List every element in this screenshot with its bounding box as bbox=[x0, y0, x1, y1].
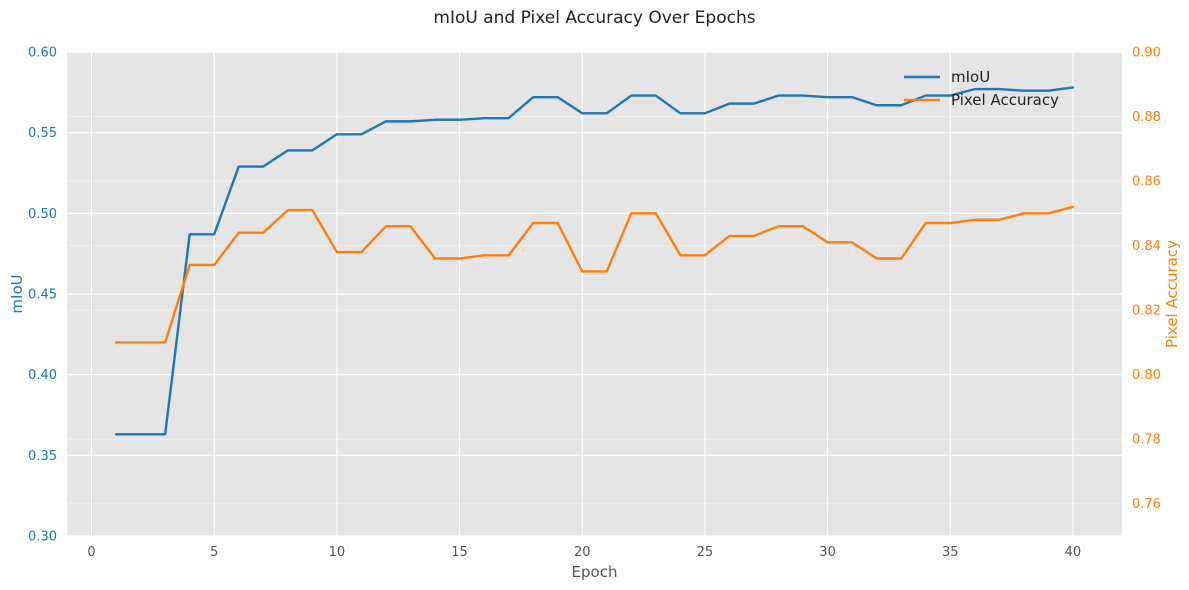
y-left-tick-label: 0.35 bbox=[28, 449, 57, 464]
legend-label: Pixel Accuracy bbox=[951, 91, 1059, 109]
x-tick-label: 10 bbox=[329, 545, 346, 560]
x-tick-label: 30 bbox=[819, 545, 836, 560]
y-right-tick-label: 0.78 bbox=[1132, 433, 1161, 448]
y-right-tick-label: 0.90 bbox=[1132, 46, 1161, 61]
chart-title: mIoU and Pixel Accuracy Over Epochs bbox=[433, 8, 755, 28]
x-axis-ticks: 0 5 10 15 20 25 30 35 40 bbox=[87, 545, 1081, 560]
y-right-tick-label: 0.76 bbox=[1132, 497, 1161, 512]
legend-label: mIoU bbox=[951, 68, 990, 86]
x-tick-label: 5 bbox=[210, 545, 218, 560]
y-axis-left-label: mIoU bbox=[8, 274, 26, 313]
y-left-tick-label: 0.60 bbox=[28, 46, 57, 61]
legend: mIoU Pixel Accuracy bbox=[904, 68, 1059, 109]
y-left-tick-label: 0.55 bbox=[28, 126, 57, 141]
y-left-tick-label: 0.30 bbox=[28, 530, 57, 545]
y-right-tick-label: 0.86 bbox=[1132, 175, 1161, 190]
y-right-tick-label: 0.84 bbox=[1132, 239, 1161, 254]
y-right-tick-label: 0.80 bbox=[1132, 368, 1161, 383]
x-tick-label: 0 bbox=[87, 545, 95, 560]
y-axis-right-ticks: 0.76 0.78 0.80 0.82 0.84 0.86 0.88 0.90 bbox=[1132, 46, 1161, 513]
x-tick-label: 25 bbox=[697, 545, 714, 560]
y-left-tick-label: 0.45 bbox=[28, 288, 57, 303]
x-tick-label: 20 bbox=[574, 545, 591, 560]
y-left-tick-label: 0.50 bbox=[28, 207, 57, 222]
x-tick-label: 35 bbox=[942, 545, 959, 560]
y-axis-right-label: Pixel Accuracy bbox=[1163, 240, 1181, 348]
grid bbox=[67, 51, 1122, 537]
y-right-tick-label: 0.82 bbox=[1132, 304, 1161, 319]
x-tick-label: 15 bbox=[451, 545, 468, 560]
y-right-tick-label: 0.88 bbox=[1132, 110, 1161, 125]
y-axis-left-ticks: 0.30 0.35 0.40 0.45 0.50 0.55 0.60 bbox=[28, 46, 57, 545]
x-tick-label: 40 bbox=[1065, 545, 1082, 560]
y-left-tick-label: 0.40 bbox=[28, 368, 57, 383]
x-axis-label: Epoch bbox=[572, 563, 618, 581]
series-line-pixel-accuracy bbox=[114, 205, 1075, 344]
